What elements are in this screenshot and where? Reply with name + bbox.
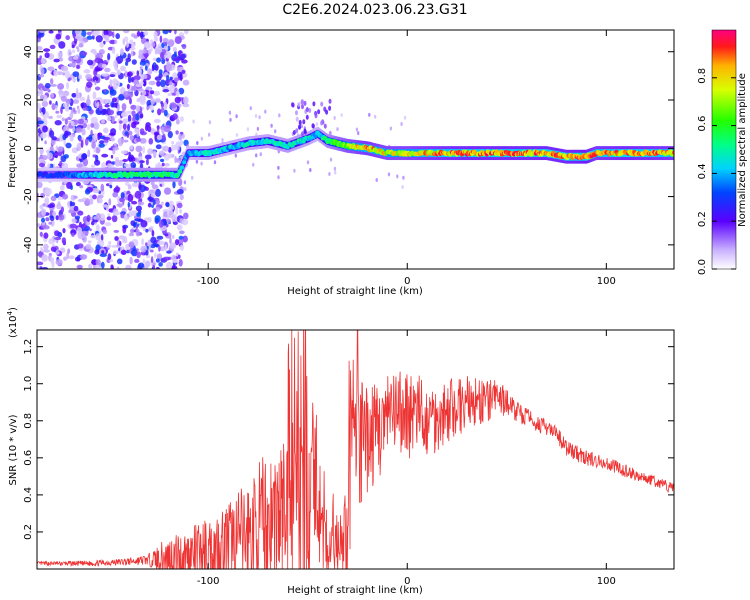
snr-x-tick-label: 0 [404, 576, 410, 587]
snr-x-tick-label: -100 [197, 576, 220, 587]
spectrogram-x-tick-label: 100 [597, 276, 616, 287]
spectrogram-y-tick-label: 20 [23, 94, 34, 107]
snr-multiplier-exp: 4 [6, 310, 14, 315]
snr-multiplier: (x104) [6, 307, 19, 338]
snr-y-tick-label: 0.4 [23, 487, 34, 503]
spectrogram-x-label: Height of straight line (km) [287, 286, 423, 297]
colorbar-tick-label: 0.6 [697, 116, 708, 132]
svg-text:(x104): (x104) [6, 307, 19, 338]
snr-x-label: Height of straight line (km) [287, 585, 423, 596]
colorbar-label: Normalized spectral amplitude [737, 73, 748, 227]
snr-panel: -100 0 100 0.2 0.4 0.6 0.8 1.0 1.2 Height of str… [6, 307, 675, 596]
snr-y-label: SNR (10 * v/v) [8, 414, 19, 485]
colorbar-ticks: 0.0 0.2 0.4 0.6 0.8 [697, 68, 736, 275]
colorbar: 0.0 0.2 0.4 0.6 0.8 Normalized spectral ampl… [697, 29, 748, 275]
snr-y-tick-label: 1.2 [23, 339, 34, 355]
spectrogram-heatmap [37, 30, 674, 269]
spectrogram-panel: -100 0 100 -40 -20 0 20 40 Height of straight l… [7, 29, 675, 297]
snr-multiplier-base: (x10 [8, 315, 19, 338]
spectrogram-x-tick-label: 0 [404, 276, 410, 287]
spectrogram-axes: -100 0 100 -40 -20 0 20 40 [23, 30, 674, 287]
colorbar-tick-label: 0.0 [697, 259, 708, 275]
snr-axes: -100 0 100 0.2 0.4 0.6 0.8 1.0 1.2 [23, 330, 674, 587]
snr-series-line [37, 330, 674, 569]
colorbar-tick-label: 0.4 [697, 163, 708, 179]
snr-x-tick-label: 100 [597, 576, 616, 587]
spectrogram-y-tick-label: -40 [23, 237, 34, 253]
colorbar-tick-label: 0.2 [697, 211, 708, 227]
snr-y-tick-label: 0.2 [23, 524, 34, 540]
spectrogram-frame [36, 29, 675, 270]
spectrogram-y-tick-label: 0 [23, 145, 34, 151]
spectrogram-y-tick-label: 40 [23, 45, 34, 58]
spectrogram-x-tick-label: -100 [197, 276, 220, 287]
colorbar-gradient [711, 29, 737, 270]
spectrogram-y-tick-label: -20 [23, 188, 34, 204]
snr-y-tick-label: 0.6 [23, 450, 34, 466]
colorbar-tick-label: 0.8 [697, 68, 708, 84]
snr-frame [36, 329, 675, 570]
snr-y-tick-label: 1.0 [23, 376, 34, 392]
spectrogram-y-label: Frequency (Hz) [7, 112, 18, 188]
page-title: C2E6.2024.023.06.23.G31 [282, 2, 468, 18]
snr-y-tick-label: 0.8 [23, 413, 34, 429]
